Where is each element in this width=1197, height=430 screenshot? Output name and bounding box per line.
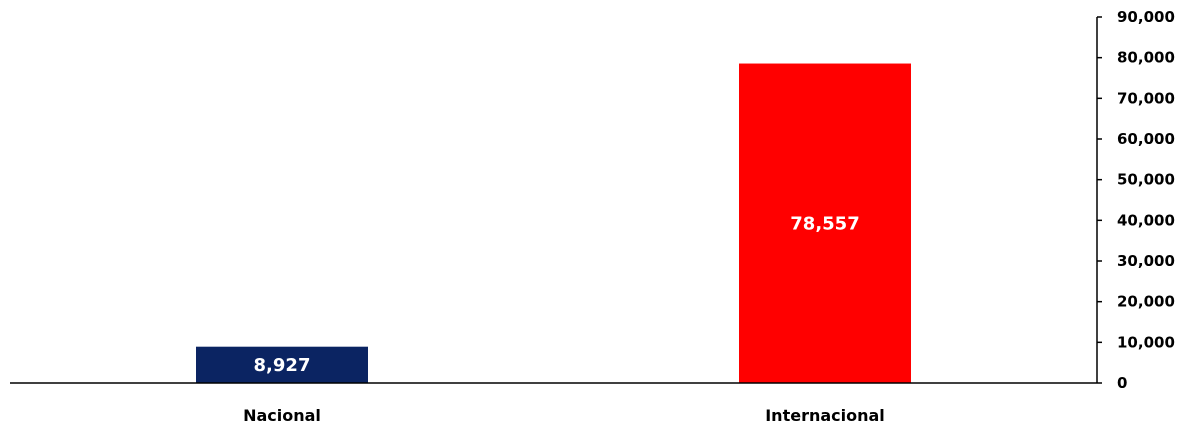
y-tick-label: 50,000	[1117, 171, 1175, 189]
y-axis-ticks: 0 10,000 20,000 30,000 40,000 50,000 60,000 70,…	[1097, 8, 1175, 392]
y-tick-label: 0	[1117, 374, 1127, 392]
category-labels-layer: Nacional Internacional	[243, 406, 885, 425]
category-label-internacional: Internacional	[765, 406, 885, 425]
bars-layer	[196, 63, 911, 384]
y-tick-label: 80,000	[1117, 49, 1175, 67]
y-tick-label: 90,000	[1117, 8, 1175, 26]
data-labels-layer: 8,927 78,557	[254, 213, 860, 376]
data-label-internacional: 78,557	[790, 213, 859, 234]
y-tick-label: 30,000	[1117, 252, 1175, 270]
bar-nacional	[196, 346, 368, 383]
bar-internacional	[739, 63, 911, 384]
y-tick-label: 70,000	[1117, 89, 1175, 107]
data-label-nacional: 8,927	[254, 355, 311, 376]
y-tick-label: 60,000	[1117, 130, 1175, 148]
y-tick-label: 20,000	[1117, 293, 1175, 311]
category-label-nacional: Nacional	[243, 406, 321, 425]
y-tick-label: 10,000	[1117, 333, 1175, 351]
y-tick-label: 40,000	[1117, 211, 1175, 229]
